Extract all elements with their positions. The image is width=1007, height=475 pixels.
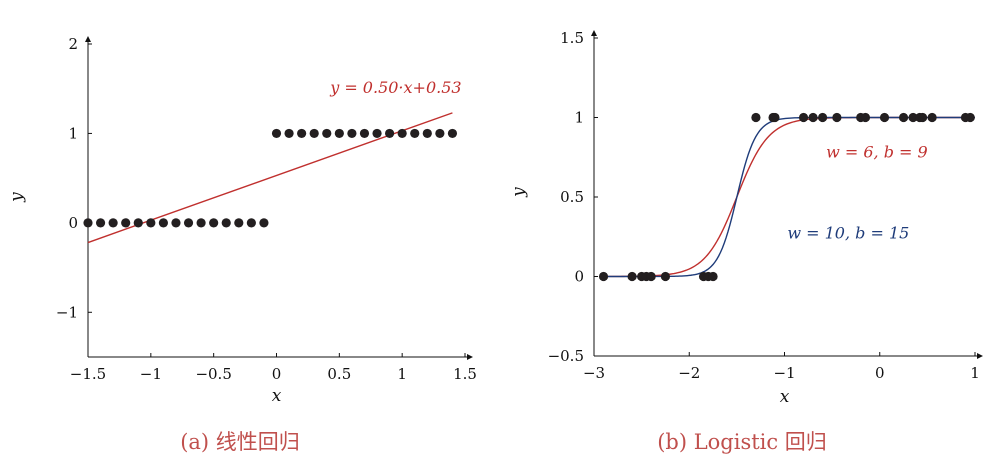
y-tick-label: 1.5 <box>560 29 584 47</box>
y-tick-label: 0 <box>68 214 78 232</box>
data-point <box>108 218 118 228</box>
y-tick-label: 0.5 <box>560 188 584 206</box>
data-point <box>133 218 143 228</box>
y-tick-label: 2 <box>68 35 78 53</box>
data-point <box>808 112 818 123</box>
x-tick-label: −1.5 <box>70 365 106 383</box>
data-point <box>627 271 637 282</box>
data-point <box>234 218 244 228</box>
data-point <box>860 112 871 123</box>
data-point <box>927 112 937 123</box>
y-axis-arrow-icon <box>85 36 91 42</box>
data-point <box>832 112 842 123</box>
data-point <box>598 271 609 282</box>
x-tick-label: 1 <box>970 364 980 382</box>
x-axis-arrow-icon <box>467 354 473 360</box>
data-point <box>347 128 357 139</box>
x-axis-title: x <box>272 386 282 406</box>
data-point <box>908 112 918 123</box>
data-point <box>146 218 156 228</box>
data-point <box>770 112 780 123</box>
data-point <box>322 128 332 139</box>
y-axis-title: y <box>7 192 27 203</box>
data-point <box>447 128 458 139</box>
x-tick-label: −1 <box>773 364 795 382</box>
curve-annotation: y = 0.50·x+0.53 <box>329 78 461 97</box>
data-point <box>918 112 928 123</box>
y-tick-label: 1 <box>574 109 584 127</box>
data-point <box>334 128 344 139</box>
data-point <box>271 128 282 139</box>
data-point <box>359 128 370 139</box>
data-point <box>297 128 307 139</box>
y-tick-label: −0.5 <box>548 347 584 365</box>
data-point <box>965 112 975 123</box>
y-tick-label: 1 <box>68 124 78 142</box>
y-axis-title: y <box>509 187 529 198</box>
data-point <box>309 128 319 139</box>
subfigure-caption: (b) Logistic 回归 <box>657 430 827 454</box>
data-point <box>385 128 395 139</box>
data-point <box>95 218 106 228</box>
data-point <box>435 128 445 139</box>
x-tick-label: −3 <box>583 364 605 382</box>
data-point <box>372 128 382 139</box>
data-point <box>196 218 206 228</box>
data-point <box>221 218 231 228</box>
data-point <box>183 218 194 228</box>
data-point <box>660 271 671 282</box>
data-point <box>284 128 294 139</box>
x-tick-label: 1.5 <box>453 365 477 383</box>
chart-panel-b: −3 −2 −1 0 1 −0.5 0 0.5 1 1.5 x y w = 6, b = 9 w = 10… <box>509 29 983 454</box>
data-point <box>410 128 420 139</box>
data-point <box>708 271 718 282</box>
y-tick-label: −1 <box>56 303 78 321</box>
curve-annotation: w = 10, b = 15 <box>787 223 909 242</box>
x-axis-title: x <box>780 387 790 407</box>
y-axis-arrow-icon <box>591 30 597 36</box>
data-point <box>209 218 219 228</box>
curve-annotation: w = 6, b = 9 <box>826 142 928 161</box>
data-point <box>646 271 656 282</box>
data-point <box>879 112 890 123</box>
data-point <box>121 218 131 228</box>
data-point <box>259 218 269 228</box>
x-tick-label: −2 <box>678 364 700 382</box>
data-point <box>798 112 809 123</box>
data-point <box>422 128 432 139</box>
x-tick-label: 0 <box>875 364 885 382</box>
y-tick-label: 0 <box>574 268 584 286</box>
x-tick-label: −0.5 <box>195 365 231 383</box>
subfigure-caption: (a) 线性回归 <box>180 430 300 454</box>
data-point <box>158 218 168 228</box>
data-point <box>83 218 93 228</box>
data-point <box>751 112 761 123</box>
data-point <box>818 112 828 123</box>
data-point <box>246 218 256 228</box>
chart-panel-a: −1.5 −1 −0.5 0 0.5 1 1.5 −1 0 1 2 x y y = 0.50·x+0.53… <box>7 35 477 454</box>
x-tick-label: 0 <box>272 365 282 383</box>
data-point <box>397 128 407 139</box>
data-point <box>898 112 909 123</box>
data-point <box>171 218 181 228</box>
x-tick-label: 0.5 <box>327 365 351 383</box>
x-axis-arrow-icon <box>977 353 983 359</box>
x-tick-label: 1 <box>397 365 407 383</box>
x-tick-label: −1 <box>140 365 162 383</box>
